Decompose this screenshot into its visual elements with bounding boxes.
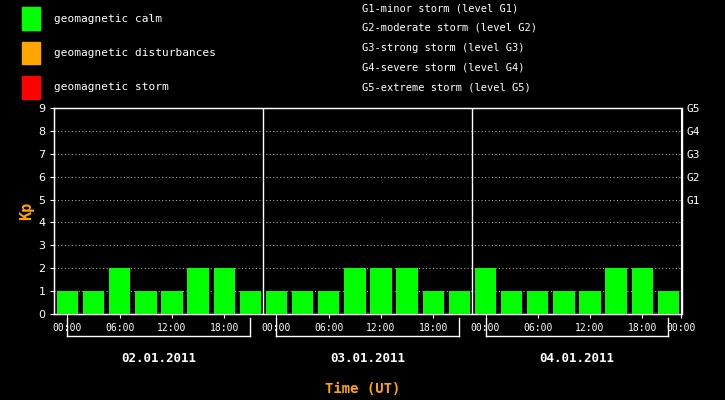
Bar	[266, 291, 287, 314]
Bar	[579, 291, 601, 314]
Text: G3-strong storm (level G3): G3-strong storm (level G3)	[362, 43, 525, 53]
Text: G4-severe storm (level G4): G4-severe storm (level G4)	[362, 62, 525, 72]
Text: 04.01.2011: 04.01.2011	[539, 352, 615, 365]
Bar	[57, 291, 78, 314]
Text: G1-minor storm (level G1): G1-minor storm (level G1)	[362, 3, 519, 13]
Bar	[449, 291, 470, 314]
Bar	[501, 291, 523, 314]
Bar	[135, 291, 157, 314]
Bar	[22, 7, 40, 30]
Bar	[240, 291, 261, 314]
Bar	[370, 268, 392, 314]
Text: G5-extreme storm (level G5): G5-extreme storm (level G5)	[362, 82, 531, 92]
Bar	[527, 291, 549, 314]
Bar	[475, 268, 496, 314]
Text: 02.01.2011: 02.01.2011	[121, 352, 196, 365]
Bar	[292, 291, 313, 314]
Bar	[553, 291, 575, 314]
Bar	[423, 291, 444, 314]
Bar	[658, 291, 679, 314]
Bar	[631, 268, 653, 314]
Text: Time (UT): Time (UT)	[325, 382, 400, 396]
Y-axis label: Kp: Kp	[19, 202, 34, 220]
Bar	[605, 268, 627, 314]
Text: G2-moderate storm (level G2): G2-moderate storm (level G2)	[362, 23, 537, 33]
Bar	[397, 268, 418, 314]
Bar	[22, 76, 40, 99]
Bar	[22, 42, 40, 64]
Bar	[318, 291, 339, 314]
Text: 03.01.2011: 03.01.2011	[331, 352, 405, 365]
Bar	[83, 291, 104, 314]
Bar	[109, 268, 130, 314]
Bar	[187, 268, 209, 314]
Bar	[344, 268, 365, 314]
Bar	[161, 291, 183, 314]
Text: geomagnetic calm: geomagnetic calm	[54, 14, 162, 24]
Text: geomagnetic storm: geomagnetic storm	[54, 82, 169, 92]
Bar	[213, 268, 235, 314]
Text: geomagnetic disturbances: geomagnetic disturbances	[54, 48, 216, 58]
